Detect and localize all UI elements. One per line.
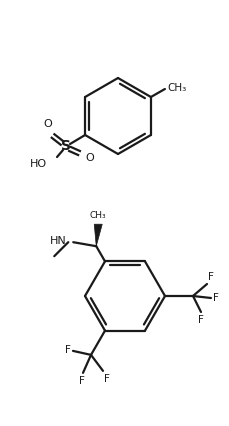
Text: F: F xyxy=(65,345,71,355)
Text: S: S xyxy=(61,139,71,153)
Text: CH₃: CH₃ xyxy=(90,211,106,220)
Text: F: F xyxy=(207,272,213,282)
Text: O: O xyxy=(85,153,93,163)
Text: F: F xyxy=(197,315,203,325)
Text: F: F xyxy=(212,293,218,303)
Polygon shape xyxy=(94,224,102,246)
Text: O: O xyxy=(44,119,52,129)
Text: F: F xyxy=(79,376,85,386)
Text: HN: HN xyxy=(49,236,66,246)
Text: F: F xyxy=(104,374,109,384)
Text: HO: HO xyxy=(30,159,47,169)
Text: CH₃: CH₃ xyxy=(166,83,185,93)
